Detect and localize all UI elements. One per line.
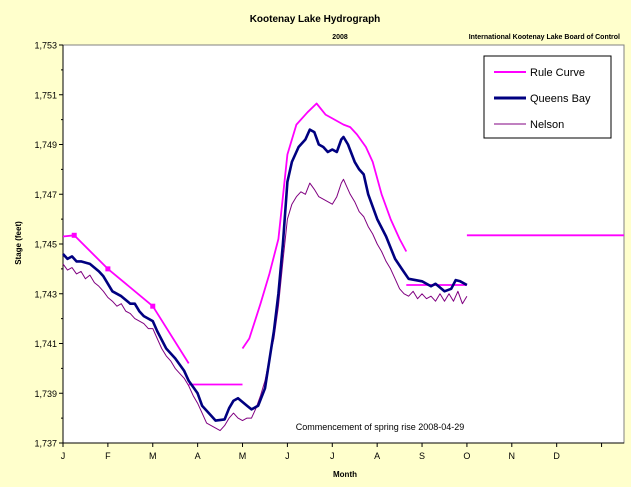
chart-source-note: International Kootenay Lake Board of Con…: [469, 34, 620, 41]
chart-title: Kootenay Lake Hydrograph: [250, 14, 381, 25]
x-tick-label: S: [419, 451, 425, 461]
legend: Rule Curve Queens Bay Nelson: [483, 55, 612, 139]
y-tick-label: 1,749: [34, 140, 57, 150]
x-tick-label: M: [239, 451, 247, 461]
legend-label-rule-curve: Rule Curve: [530, 67, 585, 79]
legend-label-queens-bay: Queens Bay: [530, 93, 591, 105]
y-tick-label: 1,745: [34, 240, 57, 250]
chart-annotation: Commencement of spring rise 2008-04-29: [296, 422, 465, 432]
x-axis-label: Month: [333, 470, 357, 479]
series-layer: [62, 102, 624, 432]
x-tick-label: F: [105, 451, 111, 461]
y-axis-label: Stage (feet): [14, 221, 23, 265]
series-line-queens-bay: [62, 128, 468, 422]
x-tick-label: N: [509, 451, 516, 461]
y-axis: 1,737 1,739 1,741 1,743 1,745 1,747 1,749 1,751…: [34, 41, 64, 449]
x-tick-label: J: [285, 451, 290, 461]
x-tick-label: M: [149, 451, 157, 461]
y-tick-label: 1,747: [34, 190, 57, 200]
x-tick-label: D: [553, 451, 560, 461]
x-tick-label: J: [61, 451, 66, 461]
x-tick-label: A: [195, 451, 201, 461]
y-tick-label: 1,739: [34, 389, 57, 399]
point-marker-rule-curve: [71, 232, 77, 238]
point-marker-rule-curve: [150, 303, 156, 309]
y-tick-label: 1,741: [34, 339, 57, 349]
chart-subtitle: 2008: [332, 34, 348, 41]
x-tick-label: J: [330, 451, 335, 461]
legend-label-nelson: Nelson: [530, 119, 564, 131]
series-line-rule-curve: [241, 102, 408, 350]
point-marker-rule-curve: [105, 266, 111, 272]
y-tick-label: 1,753: [34, 41, 57, 51]
y-tick-label: 1,737: [34, 439, 57, 449]
y-tick-label: 1,743: [34, 289, 57, 299]
y-tick-label: 1,751: [34, 90, 57, 100]
x-tick-label: O: [463, 451, 470, 461]
x-tick-label: A: [374, 451, 380, 461]
